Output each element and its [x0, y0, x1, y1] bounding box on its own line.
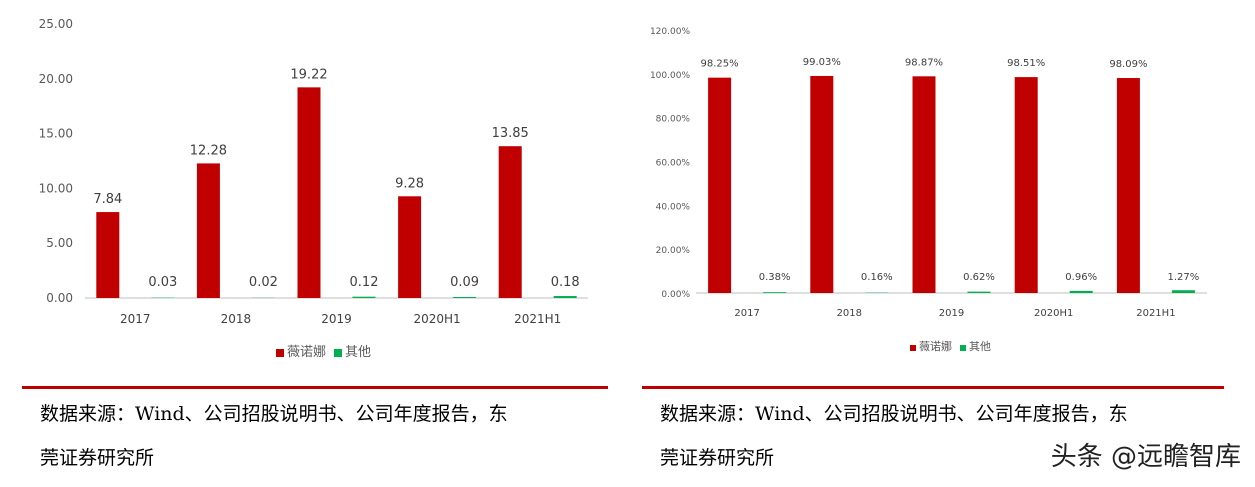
chart-right-bar-other: [1171, 290, 1195, 293]
chart-left-data-label: 0.09: [450, 275, 479, 290]
chart-right-legend-swatch: [960, 345, 966, 351]
chart-right-x-tick-label: 2020H1: [1034, 308, 1073, 319]
chart-left-data-label: 7.84: [93, 192, 122, 207]
chart-right-bar-weinuona: [1014, 77, 1038, 294]
chart-left-bar-other: [352, 296, 376, 298]
chart-right-data-label: 99.03%: [803, 57, 841, 68]
chart-right-data-label: 0.62%: [963, 272, 995, 283]
chart-right-bar-weinuona: [912, 76, 936, 294]
left-source-text: 数据来源：Wind、公司招股说明书、公司年度报告，东 莞证券研究所: [40, 392, 610, 480]
chart-right-y-tick-label: 120.00%: [650, 27, 690, 37]
chart-left-bar-weinuona: [196, 163, 220, 298]
chart-left-data-label: 9.28: [395, 176, 424, 191]
chart-left-bar-weinuona: [398, 196, 422, 298]
chart-right-data-label: 98.25%: [701, 59, 739, 70]
right-chart-panel: 0.00% 20.00% 40.00% 60.00% 80.00% 100.00% 120.…: [640, 0, 1240, 487]
chart-left-data-label: 19.22: [290, 67, 327, 82]
chart-right-data-label: 0.16%: [861, 272, 893, 283]
right-source-line-1: 数据来源：Wind、公司招股说明书、公司年度报告，东: [660, 403, 1128, 425]
chart-right-data-label: 98.87%: [905, 57, 943, 68]
chart-left-y-tick-label: 15.00: [39, 127, 73, 141]
chart-right-y-tick-label: 40.00%: [656, 202, 691, 212]
chart-left-data-label: 0.03: [148, 275, 177, 290]
chart-right-bar-other: [763, 292, 787, 293]
chart-left-legend-label: 薇诺娜: [287, 345, 326, 360]
chart-right-x-tick-label: 2019: [939, 308, 964, 319]
right-bar-chart: 0.00% 20.00% 40.00% 60.00% 80.00% 100.00% 120.…: [650, 27, 1207, 353]
chart-right-data-label: 98.09%: [1109, 59, 1147, 70]
chart-right-y-tick-label: 80.00%: [656, 115, 691, 125]
chart-right-data-label: 0.38%: [759, 272, 791, 283]
chart-left-bar-other: [553, 296, 577, 298]
chart-left-legend-label: 其他: [345, 345, 371, 360]
right-source-text: 数据来源：Wind、公司招股说明书、公司年度报告，东 莞证券研究所: [660, 392, 1230, 480]
chart-right-legend-label: 薇诺娜: [919, 339, 952, 353]
chart-left-bar-weinuona: [297, 87, 321, 298]
chart-right-legend-label: 其他: [969, 340, 991, 353]
chart-left-y-tick-label: 0.00: [46, 291, 73, 305]
chart-left-x-tick-label: 2017: [120, 312, 151, 326]
chart-left-bar-weinuona: [498, 146, 522, 298]
chart-left-data-label: 0.18: [551, 275, 580, 290]
left-source-rule: [22, 386, 608, 389]
chart-right-bar-weinuona: [1116, 78, 1140, 294]
chart-left-x-tick-label: 2020H1: [413, 312, 460, 326]
chart-right-data-label: 0.96%: [1065, 272, 1097, 283]
chart-right-x-tick-label: 2021H1: [1136, 308, 1175, 319]
chart-right-bar-weinuona: [810, 75, 834, 293]
chart-left-y-tick-label: 20.00: [39, 72, 73, 86]
chart-right-y-tick-label: 100.00%: [650, 71, 690, 81]
chart-left-y-tick-label: 25.00: [39, 17, 73, 31]
chart-left-y-tick-label: 10.00: [39, 181, 73, 195]
left-bar-chart: 0.00 5.00 10.00 15.00 20.00 25.00 2017 7.84 0.03…: [39, 17, 588, 360]
chart-right-x-tick-label: 2018: [837, 308, 862, 319]
left-source-line-1: 数据来源：Wind、公司招股说明书、公司年度报告，东: [40, 403, 508, 425]
chart-right-data-label: 1.27%: [1168, 272, 1200, 283]
left-chart-panel: 0.00 5.00 10.00 15.00 20.00 25.00 2017 7.84 0.03…: [0, 0, 615, 487]
chart-left-x-tick-label: 2019: [321, 312, 352, 326]
chart-left-legend-swatch: [334, 349, 342, 357]
chart-left-data-label: 13.85: [492, 126, 529, 141]
chart-left-bar-weinuona: [96, 212, 120, 298]
watermark: 头条 @远瞻智库: [1050, 442, 1241, 472]
chart-left-legend-swatch: [276, 349, 284, 357]
left-source-line-2: 莞证券研究所: [40, 447, 155, 469]
chart-left-x-tick-label: 2021H1: [514, 312, 561, 326]
chart-left-bar-other: [453, 297, 477, 298]
chart-right-legend-swatch: [910, 345, 916, 351]
chart-right-bar-weinuona: [708, 77, 732, 293]
chart-right-y-tick-label: 20.00%: [656, 246, 691, 256]
chart-right-bar-other: [967, 291, 991, 293]
chart-right-y-tick-label: 0.00%: [661, 290, 690, 300]
chart-right-data-label: 98.51%: [1007, 58, 1045, 69]
chart-left-y-tick-label: 5.00: [46, 236, 73, 250]
chart-left-x-tick-label: 2018: [221, 312, 252, 326]
chart-left-data-label: 0.12: [350, 275, 379, 290]
chart-right-x-tick-label: 2017: [734, 308, 759, 319]
chart-right-y-tick-label: 60.00%: [656, 159, 691, 169]
right-source-rule: [642, 386, 1224, 389]
chart-right-bar-other: [1069, 290, 1093, 293]
chart-left-data-label: 12.28: [190, 143, 227, 158]
chart-left-data-label: 0.02: [249, 275, 278, 290]
right-source-line-2: 莞证券研究所: [660, 447, 775, 469]
